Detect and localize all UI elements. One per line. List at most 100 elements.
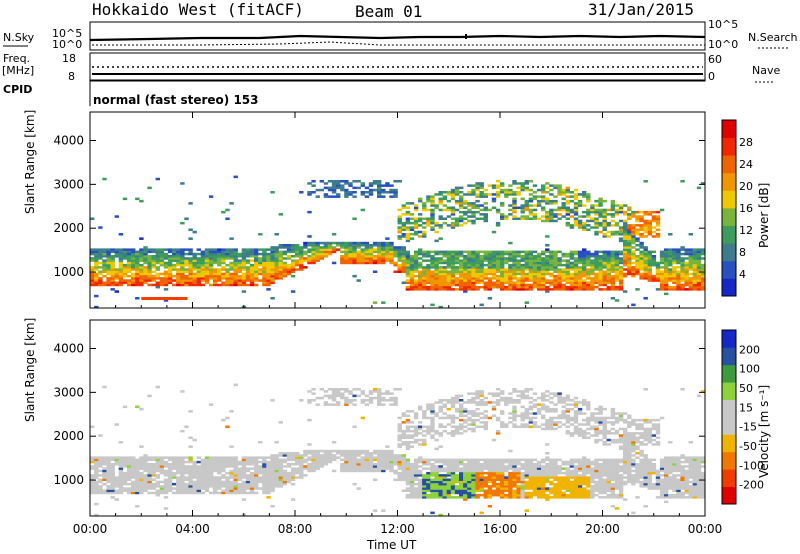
velocity-cell [348, 463, 353, 466]
power-cell [627, 239, 632, 243]
power-cell [270, 191, 275, 194]
power-cell [254, 261, 259, 265]
velocity-cell [512, 460, 517, 464]
velocity-cell [471, 493, 476, 497]
power-cell [262, 270, 267, 274]
velocity-cell [217, 469, 222, 473]
power-cell [586, 250, 591, 254]
velocity-cell [254, 485, 259, 488]
velocity-cell [418, 407, 423, 411]
power-cell [282, 261, 288, 265]
power-cell [643, 261, 648, 265]
power-cell [94, 257, 99, 260]
velocity-cell [524, 460, 529, 464]
power-cell [500, 283, 505, 287]
power-cell [290, 266, 296, 269]
power-cell [159, 259, 165, 262]
power-cell [200, 263, 206, 267]
power-cell [545, 288, 550, 291]
velocity-cell [532, 480, 538, 484]
velocity-cell [262, 480, 267, 484]
velocity-cell [467, 463, 472, 466]
power-cell [483, 250, 488, 254]
power-cell [672, 288, 677, 291]
velocity-cell [184, 460, 189, 464]
power-cell [692, 277, 698, 280]
power-cell [614, 263, 620, 267]
velocity-cell [442, 496, 447, 499]
power-cell [553, 257, 558, 260]
velocity-cell [528, 405, 534, 409]
power-cell [618, 257, 624, 260]
power-cell [454, 191, 460, 194]
power-cell [438, 272, 443, 276]
velocity-cell [286, 458, 292, 462]
power-cell [299, 257, 304, 260]
velocity-cell [495, 467, 501, 470]
velocity-cell [422, 414, 427, 418]
power-cell [422, 266, 427, 269]
velocity-cell [286, 474, 292, 477]
velocity-cell [393, 401, 398, 404]
power-cell [163, 281, 169, 285]
velocity-cell [545, 489, 550, 493]
power-cell [495, 191, 501, 194]
power-cell [594, 257, 599, 260]
velocity-cell [254, 465, 259, 468]
power-cell [594, 266, 599, 269]
power-cell [512, 274, 517, 278]
power-cell [331, 188, 337, 192]
power-cell [184, 283, 189, 287]
power-cell [98, 248, 103, 251]
power-cell [430, 257, 435, 260]
velocity-cell [295, 463, 300, 466]
power-cell [655, 261, 661, 265]
power-cell [270, 268, 275, 271]
power-cell [504, 285, 509, 289]
velocity-cell [372, 449, 378, 453]
velocity-cell [118, 480, 124, 484]
velocity-cell [418, 425, 423, 429]
velocity-cell [430, 425, 435, 429]
power-cell [377, 180, 382, 183]
velocity-cell [356, 454, 361, 457]
power-cell [463, 193, 468, 196]
power-cell [528, 263, 534, 267]
velocity-cell [409, 487, 415, 490]
power-cell [188, 279, 193, 282]
power-cell [545, 186, 550, 190]
velocity-cell [446, 480, 452, 484]
power-cell [659, 281, 665, 285]
power-cell [135, 274, 140, 278]
velocity-cell [270, 469, 275, 473]
velocity-cell [405, 476, 411, 479]
velocity-cell [536, 493, 542, 497]
power-cell [249, 270, 255, 274]
nsky-line [89, 34, 706, 42]
power-cell [524, 257, 529, 260]
velocity-cell [500, 496, 505, 499]
power-cell [483, 213, 488, 216]
velocity-cell [196, 469, 201, 473]
velocity-cell [364, 394, 370, 398]
power-cell [430, 219, 435, 223]
power-cell [573, 285, 579, 289]
power-cell [208, 248, 214, 251]
velocity-cell [102, 474, 107, 477]
power-cell [258, 257, 263, 260]
power-cell [340, 184, 345, 187]
velocity-cell [422, 412, 427, 415]
power-cell [344, 195, 349, 198]
power-cell [94, 274, 99, 278]
power-cell [344, 248, 349, 251]
power-cell [594, 272, 599, 276]
power-cell [208, 274, 214, 278]
power-cell [512, 259, 517, 262]
power-cell [295, 246, 300, 249]
velocity-cell [131, 491, 136, 495]
power-cell [487, 261, 493, 265]
power-cell [430, 283, 435, 287]
velocity-cell [471, 421, 476, 424]
velocity-cell [311, 449, 316, 453]
velocity-cell [508, 482, 513, 486]
